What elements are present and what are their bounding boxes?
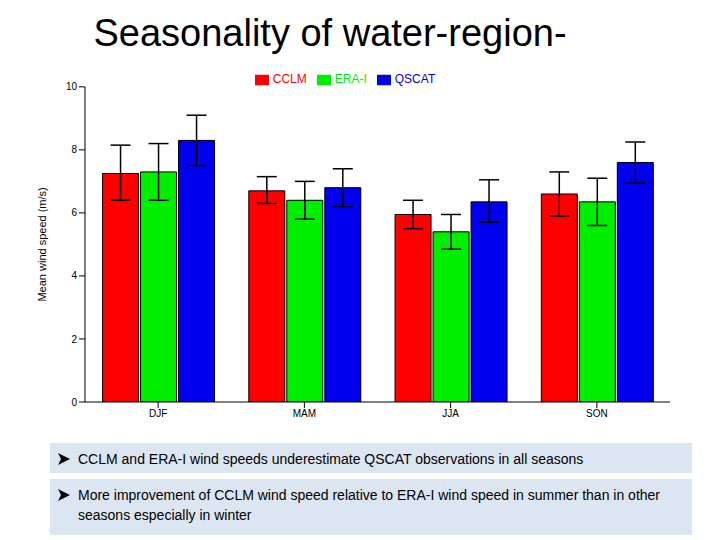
html-text:CCLM: CCLM bbox=[272, 72, 307, 86]
svg-text:JJA: JJA bbox=[442, 408, 459, 419]
html-text:CCLM and ERA-I wind speeds und: CCLM and ERA-I wind speeds underestimate… bbox=[78, 451, 584, 467]
svg-text:DJF: DJF bbox=[149, 408, 167, 419]
html-text:QSCAT: QSCAT bbox=[394, 72, 436, 86]
html-text:More improvement of CCLM wind: More improvement of CCLM wind speed rela… bbox=[78, 487, 660, 523]
svg-text:2: 2 bbox=[71, 334, 77, 345]
svg-text:SON: SON bbox=[586, 408, 608, 419]
svg-text:6: 6 bbox=[71, 207, 77, 218]
html-text:ERA-I: ERA-I bbox=[334, 72, 367, 86]
svg-text:4: 4 bbox=[71, 270, 77, 281]
html-text:Seasonality of water-region-: Seasonality of water-region- bbox=[93, 12, 567, 54]
svg-text:0: 0 bbox=[71, 397, 77, 408]
svg-text:10: 10 bbox=[66, 81, 78, 92]
svg-text:MAM: MAM bbox=[293, 408, 316, 419]
svg-text:8: 8 bbox=[71, 144, 77, 155]
svg-text:Mean wind speed (m/s): Mean wind speed (m/s) bbox=[36, 187, 48, 301]
